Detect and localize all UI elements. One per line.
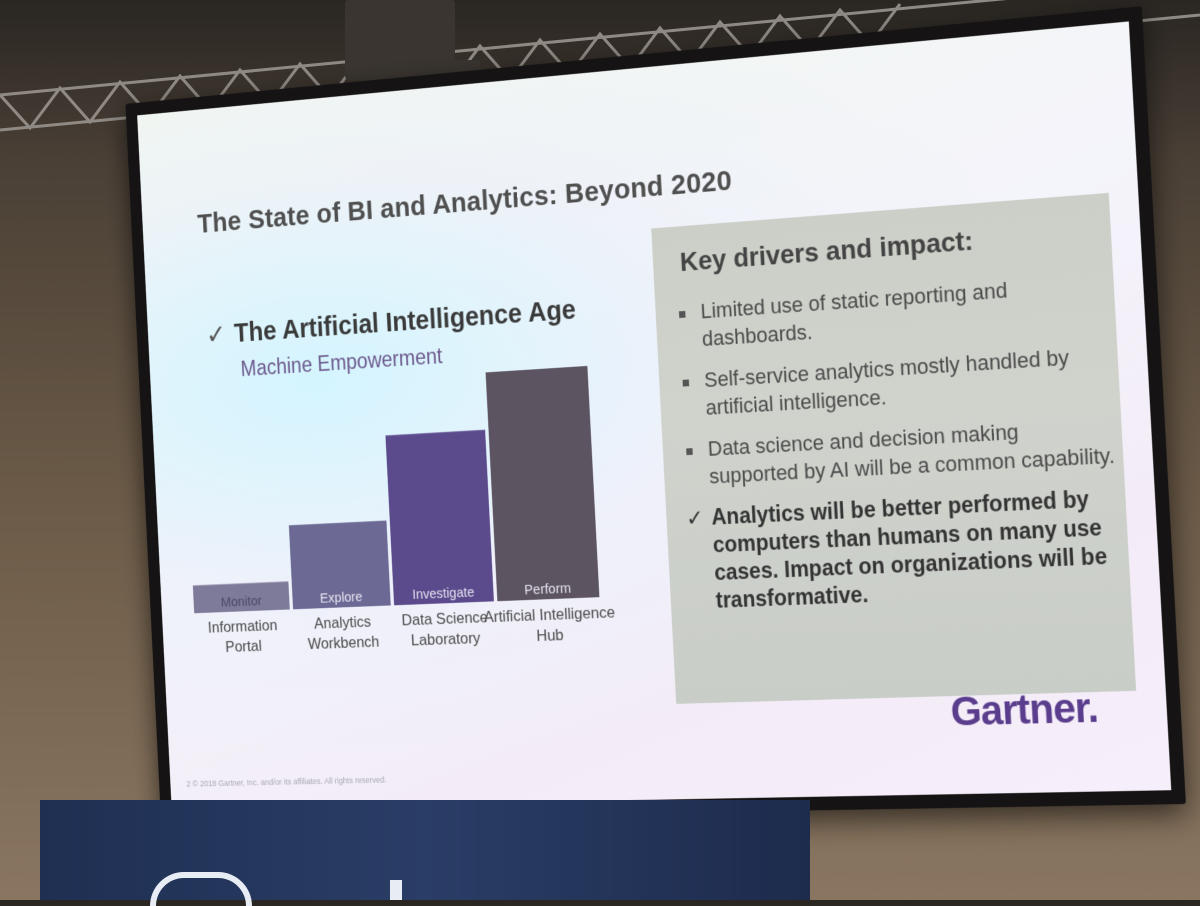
category-label-1: Workbench xyxy=(307,634,379,653)
presentation-slide: The State of BI and Analytics: Beyond 20… xyxy=(137,21,1171,808)
conclusion-item: ✓ Analytics will be better performed by … xyxy=(686,484,1124,616)
category-label-1: Analytics xyxy=(314,614,372,633)
category-label-2: Data Science xyxy=(401,609,488,629)
category-label-3: Artificial Intelligence xyxy=(483,604,615,626)
chart-svg: Monitor Information Portal Explore Analytics… xyxy=(183,353,657,690)
banner-logo-stem xyxy=(390,880,402,900)
key-drivers-panel: Key drivers and impact: Limited use of s… xyxy=(651,193,1136,704)
check-icon: ✓ xyxy=(686,504,705,532)
bullet-text: Data science and decision making support… xyxy=(707,419,1115,488)
bullet-square-icon xyxy=(679,311,686,318)
panel-heading: Key drivers and impact: xyxy=(679,225,974,278)
bullet-list: Limited use of static reporting and dash… xyxy=(675,269,1124,629)
bar-label-1: Explore xyxy=(320,588,363,605)
banner-logo-mark xyxy=(150,872,252,906)
bar-3 xyxy=(486,366,600,601)
category-label-2: Laboratory xyxy=(411,630,481,649)
bullet-text: Self-service analytics mostly handled by… xyxy=(704,345,1070,420)
gartner-logo: Gartner. xyxy=(949,684,1099,735)
conclusion-text: Analytics will be better performed by co… xyxy=(711,486,1108,612)
bullet-text: Limited use of static reporting and dash… xyxy=(700,278,1008,351)
bullet-square-icon xyxy=(686,448,693,455)
check-icon: ✓ xyxy=(206,320,227,350)
bullet-item: Limited use of static reporting and dash… xyxy=(675,269,1109,354)
bullet-square-icon xyxy=(683,379,690,386)
bar-label-0: Monitor xyxy=(220,592,262,609)
copyright-footnote: 2 © 2018 Gartner, Inc. and/or its affili… xyxy=(186,775,387,788)
bar-label-2: Investigate xyxy=(412,584,475,602)
bar-2 xyxy=(385,430,493,606)
projection-screen: The State of BI and Analytics: Beyond 20… xyxy=(137,21,1171,808)
section-heading-text: The Artificial Intelligence Age xyxy=(233,295,576,348)
stage-banner xyxy=(40,800,810,900)
maturity-bar-chart: Monitor Information Portal Explore Analytics… xyxy=(183,353,657,690)
bullet-item: Self-service analytics mostly handled by… xyxy=(678,340,1112,422)
category-label-3: Hub xyxy=(536,627,564,645)
section-heading: ✓ The Artificial Intelligence Age xyxy=(205,293,576,351)
category-label-0: Portal xyxy=(225,638,262,656)
logo-text: Gartner xyxy=(949,684,1088,734)
bar-label-3: Perform xyxy=(524,580,571,598)
bullet-item: Data science and decision making support… xyxy=(682,412,1116,491)
category-label-0: Information xyxy=(208,617,278,636)
